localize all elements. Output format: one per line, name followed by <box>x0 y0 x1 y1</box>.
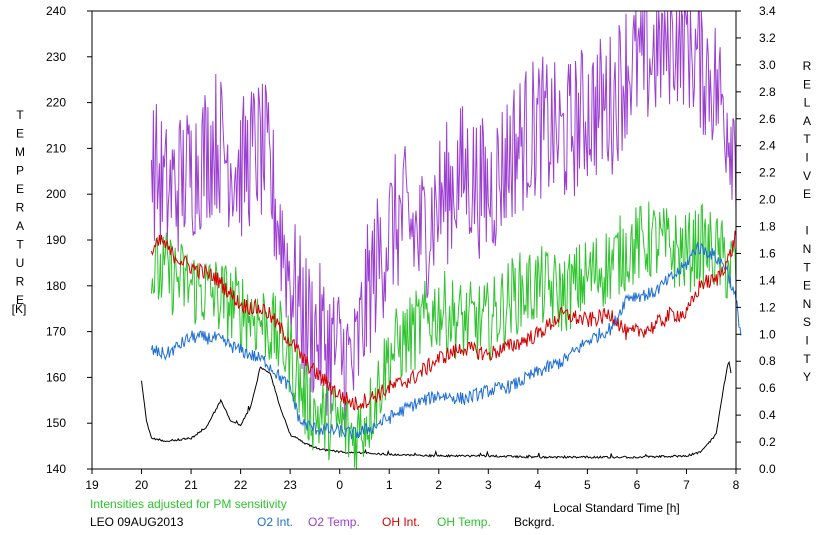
y-left-tick-label: 240 <box>46 4 66 18</box>
series-line-oh-int <box>150 230 737 411</box>
y-right-tick-label: 0.6 <box>759 381 776 395</box>
y-axis-right-label-letter: S <box>803 315 811 329</box>
x-tick-label: 3 <box>485 478 492 492</box>
y-axis-right-label-letter: L <box>804 96 811 110</box>
y-right-tick-label: 2.0 <box>759 193 776 207</box>
station-label: LEO 09AUG2013 <box>90 515 184 529</box>
y-axis-right-label-letter: R <box>803 59 812 73</box>
y-left-tick-label: 210 <box>46 141 66 155</box>
y-right-tick-label: 2.8 <box>759 85 776 99</box>
y-axis-right-label-letter: I <box>805 334 808 348</box>
x-tick-label: 5 <box>584 478 591 492</box>
y-axis-right-label-letter: Y <box>803 370 811 384</box>
y-axis-left-label-letter: E <box>16 182 24 196</box>
y-right-tick-label: 0.0 <box>759 462 776 476</box>
y-axis-right-label-letter: I <box>805 151 808 165</box>
y-axis-left-label-letter: E <box>16 293 24 307</box>
y-right-tick-label: 2.4 <box>759 139 776 153</box>
x-tick-label: 23 <box>283 478 297 492</box>
y-right-tick-label: 2.2 <box>759 166 776 180</box>
x-tick-label: 1 <box>386 478 393 492</box>
x-tick-label: 0 <box>336 478 343 492</box>
series-line-oh-temp <box>150 201 737 470</box>
x-tick-label: 21 <box>184 478 198 492</box>
y-left-tick-label: 230 <box>46 50 66 64</box>
y-axis-left-unit: [K] <box>12 302 27 316</box>
y-axis-left-label-letter: R <box>16 275 25 289</box>
y-axis-left: 140 150 160 170 180 190 200 210 220 230 240 <box>46 4 92 476</box>
y-right-tick-label: 1.4 <box>759 273 776 287</box>
y-left-tick-label: 180 <box>46 279 66 293</box>
series-line-o2-temp <box>150 10 737 430</box>
series-line-bckgrd <box>141 360 732 459</box>
y-axis-right-label-letter: E <box>803 187 811 201</box>
series-line-o2-int <box>150 241 742 440</box>
y-right-tick-label: 0.8 <box>759 354 776 368</box>
y-axis-left-label-letter: P <box>16 164 24 178</box>
x-tick-label: 4 <box>535 478 542 492</box>
y-axis-left-label-letter: U <box>16 256 25 270</box>
y-axis-right-label-letter: V <box>803 169 811 183</box>
y-axis-right-label-letter: T <box>803 352 811 366</box>
y-left-tick-label: 200 <box>46 187 66 201</box>
y-axis-left-label-letter: T <box>16 108 24 122</box>
note-text: Intensities adjusted for PM sensitivity <box>90 497 287 511</box>
y-right-tick-label: 3.0 <box>759 58 776 72</box>
y-axis-right-label-letter: E <box>803 279 811 293</box>
y-axis-left-label-letter: E <box>16 127 24 141</box>
y-right-tick-label: 3.4 <box>759 4 776 18</box>
y-left-tick-label: 140 <box>46 462 66 476</box>
y-right-tick-label: 1.0 <box>759 327 776 341</box>
x-tick-label: 6 <box>634 478 641 492</box>
x-tick-label: 22 <box>234 478 248 492</box>
y-right-tick-label: 0.4 <box>759 408 776 422</box>
y-axis-right-label-letter: I <box>805 224 808 238</box>
legend-oh-int: OH Int. <box>382 515 420 529</box>
y-left-tick-label: 170 <box>46 325 66 339</box>
y-axis-right-label-letter: N <box>803 297 812 311</box>
series-layer <box>141 10 742 470</box>
y-axis-left-label-letter: A <box>16 219 24 233</box>
y-axis-left-label-letter: M <box>15 145 25 159</box>
y-right-tick-label: 0.2 <box>759 435 776 449</box>
legend-o2-int: O2 Int. <box>257 515 293 529</box>
y-right-tick-label: 3.2 <box>759 31 776 45</box>
legend-oh-temp: OH Temp. <box>437 515 491 529</box>
x-tick-label: 19 <box>85 478 99 492</box>
x-tick-label: 2 <box>435 478 442 492</box>
y-left-tick-label: 160 <box>46 370 66 384</box>
x-tick-label: 7 <box>683 478 690 492</box>
y-right-tick-label: 1.8 <box>759 220 776 234</box>
x-axis: 19 20 21 22 23 0 1 2 3 4 5 6 7 8 <box>85 469 740 492</box>
y-left-tick-label: 190 <box>46 233 66 247</box>
y-right-tick-label: 1.6 <box>759 246 776 260</box>
x-tick-label: 20 <box>135 478 149 492</box>
y-right-tick-label: 1.2 <box>759 300 776 314</box>
legend-bckgrd: Bckgrd. <box>514 515 555 529</box>
y-axis-right-label-letter: N <box>803 242 812 256</box>
y-right-tick-label: 2.6 <box>759 112 776 126</box>
y-axis-right-label-letter: E <box>803 77 811 91</box>
legend-o2-temp: O2 Temp. <box>308 515 360 529</box>
y-axis-right-label-letter: T <box>803 260 811 274</box>
y-axis-left-label-letter: R <box>16 201 25 215</box>
y-axis-right: 0.0 0.2 0.4 0.6 0.8 1.0 1.2 1.4 1.6 1.8 2.0 2.2 2.4 2… <box>736 4 776 476</box>
x-tick-label: 8 <box>733 478 740 492</box>
y-axis-right-label-letter: A <box>803 114 811 128</box>
y-axis-right-label-letter: T <box>803 132 811 146</box>
y-left-tick-label: 220 <box>46 96 66 110</box>
y-left-tick-label: 150 <box>46 416 66 430</box>
y-axis-left-label-letter: T <box>16 238 24 252</box>
x-axis-label: Local Standard Time [h] <box>553 501 680 515</box>
